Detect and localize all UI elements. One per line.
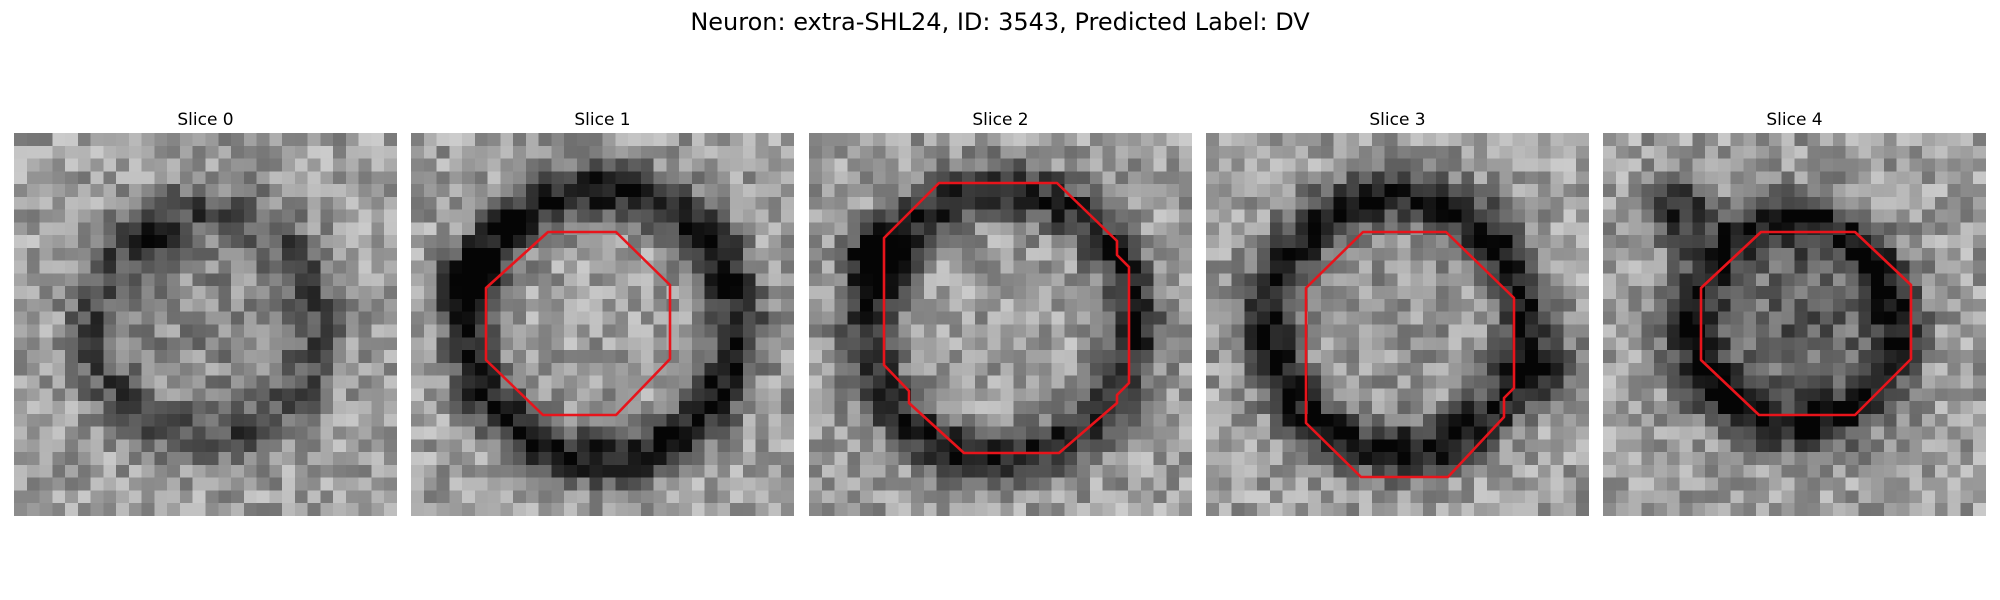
slice-title-2: Slice 2 [972, 110, 1029, 130]
roi-polygon-4 [1699, 230, 1913, 417]
slice-image-4 [1603, 133, 1986, 516]
roi-outline-3 [1304, 230, 1516, 479]
slice-image-3 [1206, 133, 1589, 516]
roi-outline-1 [484, 230, 672, 417]
slice-image-0 [14, 133, 397, 516]
roi-polygon-1 [484, 230, 672, 417]
slice-title-4: Slice 4 [1766, 110, 1823, 130]
slice-image-1 [411, 133, 794, 516]
slice-title-0: Slice 0 [177, 110, 234, 130]
roi-polygon-3 [1304, 230, 1516, 479]
roi-polygon-2 [882, 181, 1131, 455]
roi-outline-2 [882, 181, 1131, 455]
slice-title-3: Slice 3 [1369, 110, 1426, 130]
figure-title: Neuron: extra-SHL24, ID: 3543, Predicted… [690, 8, 1310, 36]
roi-outline-4 [1699, 230, 1913, 417]
slice-title-1: Slice 1 [574, 110, 631, 130]
